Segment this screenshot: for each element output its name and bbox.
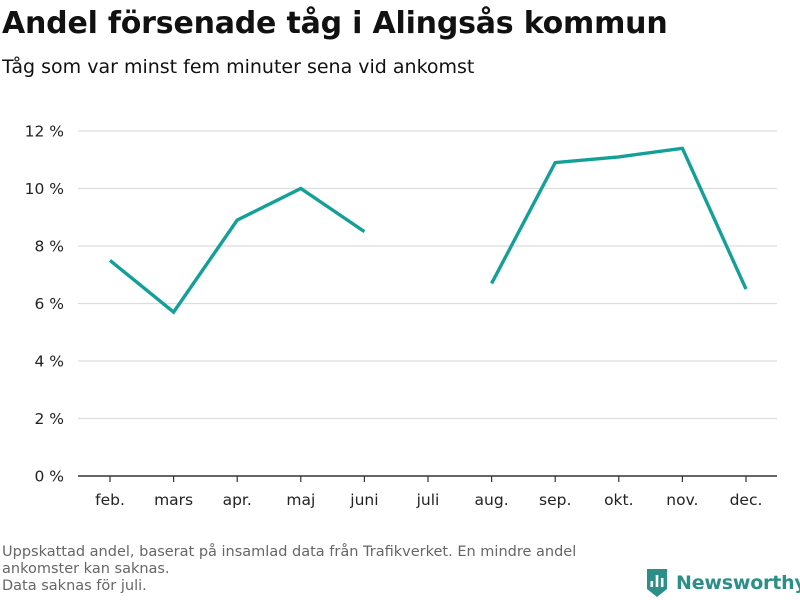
x-tick-label: juni [349, 491, 378, 509]
x-tick-label: apr. [223, 491, 252, 509]
x-tick-label: maj [286, 491, 315, 509]
x-tick-label: aug. [475, 491, 509, 509]
y-tick-label: 8 % [34, 238, 64, 256]
series [108, 146, 748, 315]
y-tick-label: 4 % [34, 353, 64, 371]
bar-chart-shield-icon [647, 569, 667, 597]
x-tick-label: sep. [539, 491, 571, 509]
x-tick-label: nov. [666, 491, 698, 509]
series-line [490, 146, 748, 290]
x-tick-label: okt. [604, 491, 633, 509]
footnote-line: Data saknas för juli. [2, 578, 147, 594]
x-tick-label: juli [416, 491, 440, 509]
gridlines [78, 130, 777, 420]
footnote: Uppskattad andel, baserat på insamlad da… [2, 544, 642, 595]
brand-name: Newsworthy [676, 572, 800, 594]
chart-title: Andel försenade tåg i Alingsås kommun [2, 6, 668, 41]
axes: 0 % 2 % 4 % 6 % 8 % 10 % 12 % feb. mars apr. maj ju… [25, 123, 777, 509]
y-tick-label: 12 % [25, 123, 64, 141]
series-line [108, 186, 366, 315]
y-tick-label: 0 % [34, 468, 64, 486]
x-tick-label: mars [154, 491, 193, 509]
brand-logo: Newsworthy [645, 566, 800, 600]
footnote-line: Uppskattad andel, baserat på insamlad da… [2, 544, 577, 560]
x-tick-label: feb. [95, 491, 125, 509]
y-tick-label: 2 % [34, 410, 64, 428]
chart-subtitle: Tåg som var minst fem minuter sena vid a… [2, 56, 475, 78]
y-tick-label: 6 % [34, 295, 64, 313]
footnote-line: ankomster kan saknas. [2, 561, 170, 577]
y-tick-label: 10 % [25, 180, 64, 198]
x-tick-label: dec. [730, 491, 763, 509]
